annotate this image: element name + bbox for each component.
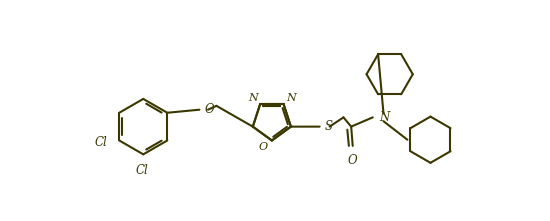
Text: N: N bbox=[286, 93, 296, 103]
Text: O: O bbox=[348, 154, 358, 167]
Text: Cl: Cl bbox=[135, 164, 148, 177]
Text: S: S bbox=[325, 120, 333, 133]
Text: N: N bbox=[248, 93, 258, 103]
Text: O: O bbox=[258, 142, 267, 152]
Text: N: N bbox=[379, 111, 389, 124]
Text: Cl: Cl bbox=[94, 135, 107, 149]
Text: O: O bbox=[205, 103, 214, 116]
